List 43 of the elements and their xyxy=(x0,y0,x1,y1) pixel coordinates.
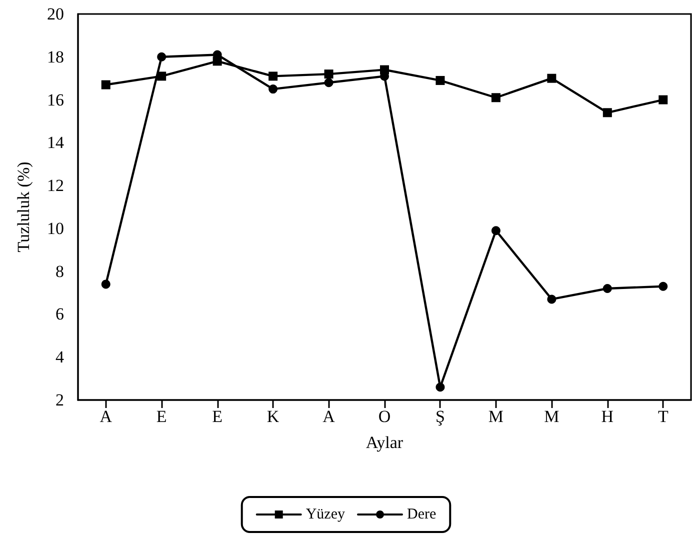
y-tick-label: 12 xyxy=(47,176,64,196)
point xyxy=(658,95,668,104)
y-tick-label: 2 xyxy=(56,390,64,410)
point xyxy=(602,108,612,118)
y-tick-label: 14 xyxy=(47,133,64,152)
y-tick-label: 10 xyxy=(47,218,64,238)
point xyxy=(157,72,166,81)
x-tick-label: M xyxy=(544,407,560,426)
x-tick-label: Ş xyxy=(435,407,445,426)
point xyxy=(658,282,668,291)
y-tick-label: 6 xyxy=(56,304,64,324)
legend-label: Yüzey xyxy=(306,506,346,522)
x-tick-label: A xyxy=(100,407,113,426)
x-tick-label: T xyxy=(658,407,669,426)
point xyxy=(324,78,334,88)
point xyxy=(602,284,612,293)
y-tick-label: 4 xyxy=(56,348,64,367)
point xyxy=(436,382,445,392)
x-tick-label: E xyxy=(212,407,223,426)
y-tick-label: 8 xyxy=(56,262,64,281)
y-tick-label: 18 xyxy=(47,47,64,66)
point xyxy=(436,76,445,85)
point xyxy=(547,74,556,83)
point xyxy=(324,70,334,79)
x-tick-label: E xyxy=(156,407,167,426)
y-axis-title: Tuzluluk (%) xyxy=(14,162,33,252)
x-axis-title: Aylar xyxy=(366,433,404,452)
legend-label: Dere xyxy=(407,506,436,522)
point xyxy=(101,280,110,289)
point xyxy=(491,226,500,236)
point xyxy=(268,84,278,94)
x-tick-label: K xyxy=(266,407,280,426)
y-tick-label: 16 xyxy=(47,90,64,110)
point xyxy=(268,72,278,81)
x-tick-label: O xyxy=(378,407,391,426)
point xyxy=(491,93,500,102)
x-tick-label: A xyxy=(322,407,336,426)
point xyxy=(101,80,110,90)
x-tick-label: M xyxy=(488,407,504,426)
x-tick-label: H xyxy=(601,407,614,426)
point xyxy=(157,52,166,62)
point xyxy=(547,294,556,304)
y-tick-label: 20 xyxy=(47,4,64,24)
